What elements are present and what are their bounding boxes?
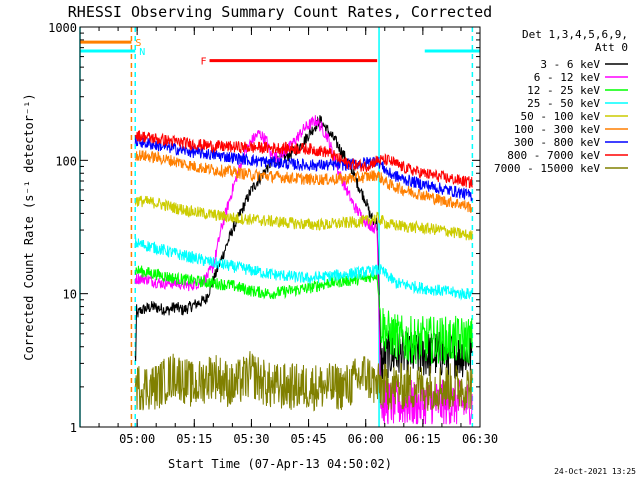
series-line-7 xyxy=(134,130,473,189)
legend-label-7: 800 - 7000 keV xyxy=(507,149,600,162)
legend-label-4: 50 - 100 keV xyxy=(521,110,601,123)
x-tick-label-5: 06:15 xyxy=(405,432,441,446)
series-line-4 xyxy=(134,195,473,241)
legend-label-6: 300 - 800 keV xyxy=(514,136,600,149)
flag-label-3: F xyxy=(201,57,207,68)
y-axis: 1 10 100 1000 xyxy=(48,21,480,435)
y-tick-label-0: 1 xyxy=(70,421,77,435)
x-axis-label: Start Time (07-Apr-13 04:50:02) xyxy=(168,457,392,471)
plot-frame xyxy=(79,26,481,428)
legend-label-2: 12 - 25 keV xyxy=(527,84,600,97)
x-tick-label-4: 06:00 xyxy=(348,432,384,446)
y-tick-label-2: 100 xyxy=(55,154,77,168)
y-tick-label-1: 10 xyxy=(63,288,77,302)
y-tick-label-3: 1000 xyxy=(48,21,77,35)
legend-label-5: 100 - 300 keV xyxy=(514,123,600,136)
flag-label-0: S xyxy=(135,38,141,49)
series-line-1 xyxy=(134,115,473,425)
x-tick-label-2: 05:30 xyxy=(233,432,269,446)
x-tick-label-3: 05:45 xyxy=(291,432,327,446)
y-axis-label: Corrected Count Rate (s⁻¹ detector⁻¹) xyxy=(22,93,36,360)
legend-label-8: 7000 - 15000 keV xyxy=(494,162,600,175)
flag-label-1: N xyxy=(139,47,145,58)
x-tick-label-1: 05:15 xyxy=(176,432,212,446)
chart-title: RHESSI Observing Summary Count Rates, Co… xyxy=(68,3,492,21)
series-line-6 xyxy=(134,134,473,202)
series-line-8 xyxy=(134,351,473,412)
x-axis: 05:00 05:15 05:30 05:45 06:00 06:15 06:30 xyxy=(79,27,498,446)
legend-label-1: 6 - 12 keV xyxy=(534,71,601,84)
footer-date: 24-Oct-2021 13:25 xyxy=(554,467,636,476)
legend-label-0: 3 - 6 keV xyxy=(540,58,600,71)
series-line-3 xyxy=(134,237,473,301)
x-tick-label-0: 05:00 xyxy=(119,432,155,446)
legend-header-0: Det 1,3,4,5,6,9, xyxy=(522,28,628,41)
series-line-5 xyxy=(134,150,473,213)
plot-area: SN F xyxy=(79,27,480,427)
x-tick-label-6: 06:30 xyxy=(462,432,498,446)
legend-header-1: Att 0 xyxy=(595,41,628,54)
series-line-2 xyxy=(134,265,473,364)
legend-label-3: 25 - 50 keV xyxy=(527,97,600,110)
